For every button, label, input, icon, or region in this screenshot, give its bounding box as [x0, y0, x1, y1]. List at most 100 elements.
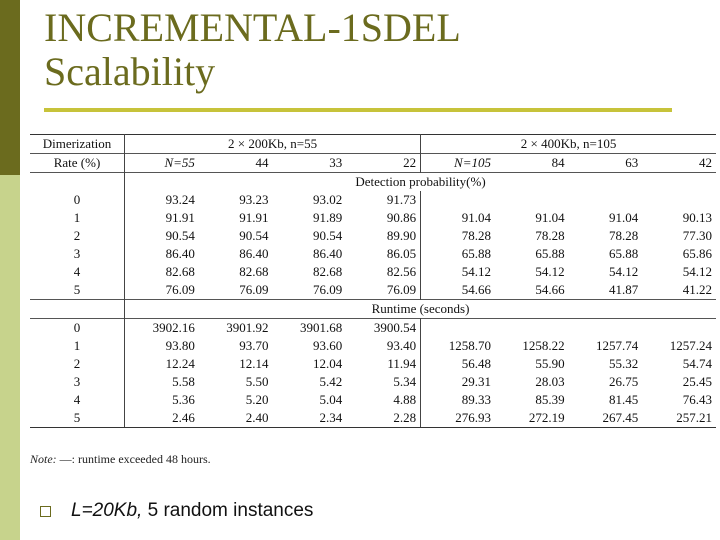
- row-rate-cell: 5: [30, 409, 125, 428]
- row-rate-cell: 1: [30, 209, 125, 227]
- table-cell: [420, 318, 495, 337]
- subheader-cell: N=105: [420, 153, 495, 173]
- subheader-cell: 33: [272, 153, 347, 173]
- table-cell: 91.73: [346, 191, 422, 209]
- table-row: 1 91.91 91.91 91.89 90.86 91.04 91.04 91.04 90.1…: [30, 209, 716, 227]
- bullet-square-icon: [40, 505, 51, 517]
- table-cell: 65.86: [682, 246, 712, 261]
- table-cell: 78.28: [609, 228, 639, 243]
- row-rate-cell: 3: [30, 373, 125, 391]
- table-cell: 12.04: [312, 356, 343, 371]
- row-rate-cell: 2: [30, 227, 125, 245]
- table-row: 3 86.40 86.40 86.40 86.05 65.88 65.88 65.88 65.8…: [30, 245, 716, 263]
- slide-title: INCREMENTAL-1SDEL Scalability: [44, 6, 684, 94]
- table-cell: 90.86: [346, 209, 422, 227]
- row-rate-cell: 1: [30, 337, 125, 355]
- table-header-row-2: Rate (%) N=55 44 33 22 N=105 84 63 42: [30, 153, 716, 173]
- bullet-text-italic: L=20Kb,: [71, 500, 143, 521]
- table-cell: 1258.70: [448, 338, 491, 353]
- table-cell: 2.28: [346, 409, 422, 428]
- table-cell: 78.28: [535, 228, 565, 243]
- table-cell: 76.09: [312, 282, 343, 297]
- table-row: 1 93.80 93.70 93.60 93.40 1258.70 1258.22 1257.…: [30, 337, 716, 355]
- header-dimerization: Dimerization: [30, 134, 125, 154]
- table-cell: 86.40: [312, 246, 343, 261]
- table-cell: 86.40: [165, 246, 195, 261]
- left-accent-bar: [0, 0, 20, 540]
- table-cell: 86.40: [239, 246, 269, 261]
- section-label-runtime: Runtime (seconds): [124, 299, 716, 319]
- note-label: Note:: [30, 452, 57, 466]
- table-cell: 2.34: [272, 409, 347, 428]
- table-cell: 90.54: [312, 228, 343, 243]
- table-cell: 54.12: [535, 264, 565, 279]
- table-cell: 54.12: [609, 264, 639, 279]
- table-row: 5 76.09 76.09 76.09 76.09 54.66 54.66 41.87 41.2…: [30, 281, 716, 300]
- bullet-item: L=20Kb, 5 random instances: [40, 500, 313, 522]
- table-cell: 276.93: [420, 409, 495, 428]
- header-group-200kb-label: 2 × 200Kb, n=55: [228, 136, 318, 151]
- table-cell: 91.04: [461, 210, 491, 225]
- row-rate-cell: 3: [30, 245, 125, 263]
- table-cell: 93.23: [239, 192, 269, 207]
- table-cell: 26.75: [609, 374, 639, 389]
- note-text: —: runtime exceeded 48 hours.: [56, 452, 211, 466]
- table-cell: 82.56: [346, 263, 422, 281]
- table-cell: 3901.68: [272, 318, 347, 337]
- section-header-detection: Detection probability(%): [30, 172, 716, 191]
- table-cell: 3901.92: [198, 318, 273, 337]
- table-cell: 90.13: [682, 210, 712, 225]
- table-cell: 81.45: [609, 392, 639, 407]
- table-cell: 76.09: [346, 281, 422, 300]
- table-cell: 82.68: [239, 264, 269, 279]
- table-cell: 78.28: [461, 228, 491, 243]
- table-cell: [569, 191, 643, 209]
- table-cell: 76.09: [165, 282, 195, 297]
- table-cell: [494, 318, 569, 337]
- table-cell: 55.90: [535, 356, 565, 371]
- table-cell: 11.94: [346, 355, 422, 373]
- header-group-200kb: 2 × 200Kb, n=55: [124, 134, 422, 154]
- table-cell: 29.31: [461, 374, 491, 389]
- table-cell: [568, 318, 643, 337]
- row-rate-cell: 4: [30, 263, 125, 281]
- row-rate-cell: 2: [30, 355, 125, 373]
- results-table: Dimerization 2 × 200Kb, n=55 2 × 400Kb, …: [30, 134, 716, 428]
- table-cell: 93.40: [346, 337, 422, 355]
- table-cell: [421, 191, 495, 209]
- slide-title-line2: Scalability: [44, 49, 216, 94]
- table-cell: 1258.22: [522, 338, 565, 353]
- table-cell: 56.48: [461, 356, 491, 371]
- table-row: 4 5.36 5.20 5.04 4.88 89.33 85.39 81.45 76.43: [30, 391, 716, 409]
- table-cell: 28.03: [535, 374, 565, 389]
- results-table-container: Dimerization 2 × 200Kb, n=55 2 × 400Kb, …: [30, 134, 716, 428]
- section-spacer: [30, 172, 125, 191]
- row-rate-cell: 4: [30, 391, 125, 409]
- table-cell: 76.09: [239, 282, 269, 297]
- table-cell: 41.22: [682, 282, 712, 297]
- table-cell: 86.05: [346, 245, 422, 263]
- row-rate-cell: 0: [30, 318, 125, 337]
- bullet-text: L=20Kb, 5 random instances: [71, 500, 313, 522]
- table-cell: 41.87: [609, 282, 639, 297]
- title-underline: [44, 108, 672, 112]
- table-cell: 54.66: [461, 282, 491, 297]
- table-cell: 12.14: [239, 356, 269, 371]
- table-cell: 76.43: [682, 392, 712, 407]
- table-cell: 2.40: [198, 409, 273, 428]
- table-cell: 54.12: [682, 264, 712, 279]
- table-cell: 54.74: [682, 356, 712, 371]
- subheader-cell: 84: [494, 153, 569, 173]
- table-cell: 91.91: [165, 210, 195, 225]
- table-row: 2 12.24 12.14 12.04 11.94 56.48 55.90 55.32 54.7…: [30, 355, 716, 373]
- table-cell: 54.66: [535, 282, 565, 297]
- table-cell: 93.80: [165, 338, 195, 353]
- bullet-text-rest: 5 random instances: [142, 500, 314, 521]
- table-cell: 4.88: [346, 391, 422, 409]
- table-cell: 272.19: [494, 409, 569, 428]
- table-cell: 85.39: [535, 392, 565, 407]
- subheader-cell: 42: [642, 153, 716, 173]
- table-cell: 5.42: [319, 374, 343, 389]
- table-cell: 77.30: [682, 228, 712, 243]
- header-group-400kb: 2 × 400Kb, n=105: [420, 134, 716, 154]
